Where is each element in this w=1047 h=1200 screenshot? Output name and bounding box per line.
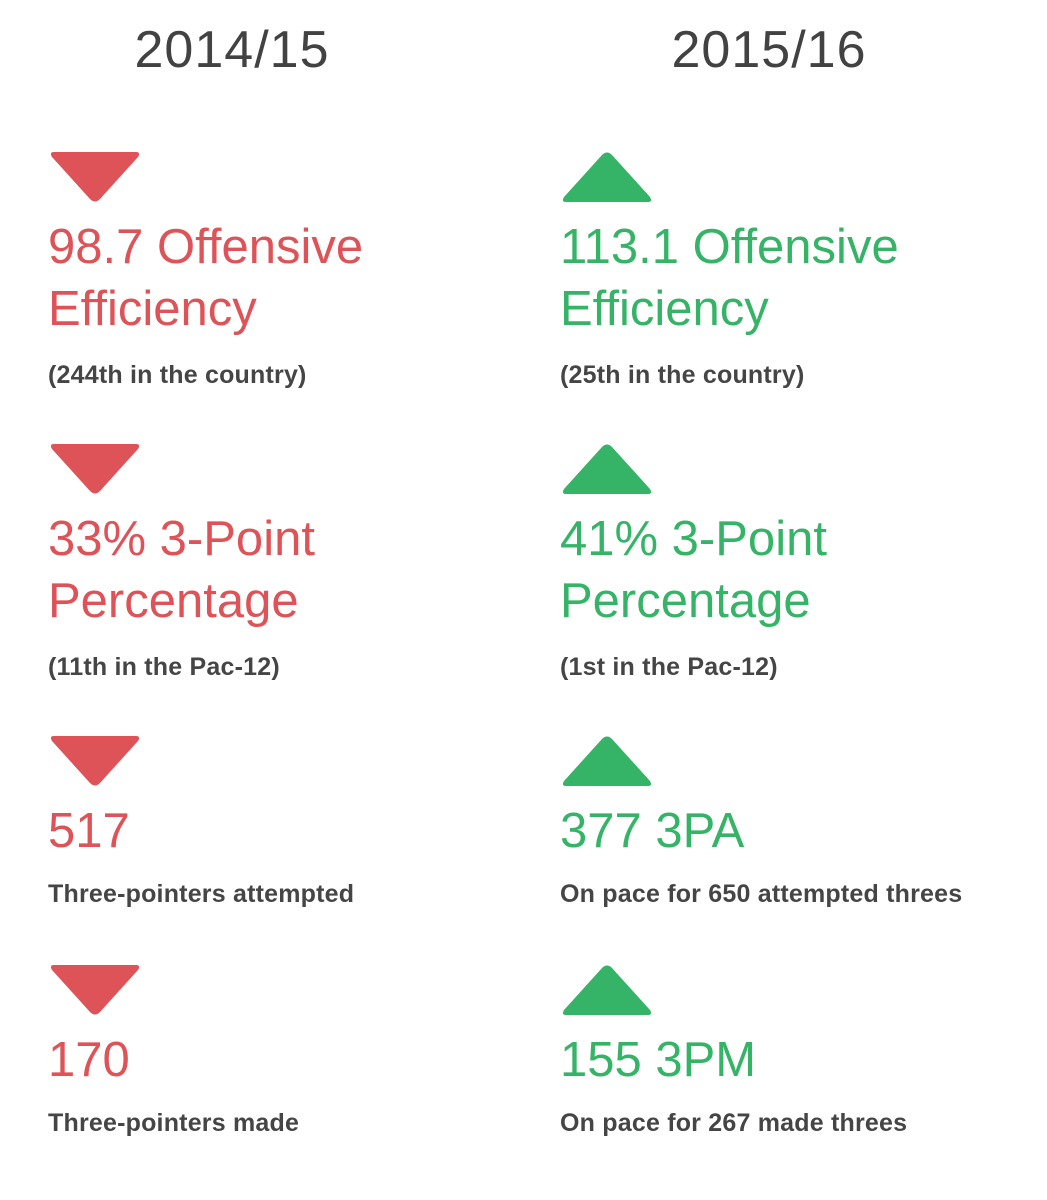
up-arrow-icon (562, 965, 652, 1015)
down-arrow-icon (50, 965, 140, 1015)
season-title-2014-15: 2014/15 (134, 21, 330, 79)
stat-headline-line-2: Efficiency (560, 282, 769, 336)
stat-note: (244th in the country) (48, 361, 307, 389)
stat-headline: 377 3PA (560, 804, 745, 858)
stat-headline-line-2: Efficiency (48, 282, 257, 336)
stat-headline-line-2: Percentage (48, 574, 299, 628)
stat-headline: 98.7 Offensive (48, 220, 364, 274)
up-arrow-icon (562, 736, 652, 786)
stat-headline: 113.1 Offensive (560, 220, 899, 274)
stat-headline: 155 3PM (560, 1033, 757, 1087)
stat-note: On pace for 267 made threes (560, 1109, 908, 1137)
stat-headline: 170 (48, 1033, 130, 1087)
stat-note: (25th in the country) (560, 361, 805, 389)
up-arrow-icon (562, 444, 652, 494)
stat-note: Three-pointers made (48, 1109, 300, 1137)
stat-headline-line-2: Percentage (560, 574, 811, 628)
down-arrow-icon (50, 152, 140, 202)
stat-note: On pace for 650 attempted threes (560, 880, 963, 908)
down-arrow-icon (50, 736, 140, 786)
stat-headline: 41% 3-Point (560, 512, 827, 566)
stat-note: (1st in the Pac-12) (560, 653, 778, 681)
stat-note: Three-pointers attempted (48, 880, 355, 908)
season-title-2015-16: 2015/16 (671, 21, 867, 79)
stat-headline: 517 (48, 804, 130, 858)
stat-note: (11th in the Pac-12) (48, 653, 280, 681)
stat-headline: 33% 3-Point (48, 512, 315, 566)
down-arrow-icon (50, 444, 140, 494)
up-arrow-icon (562, 152, 652, 202)
